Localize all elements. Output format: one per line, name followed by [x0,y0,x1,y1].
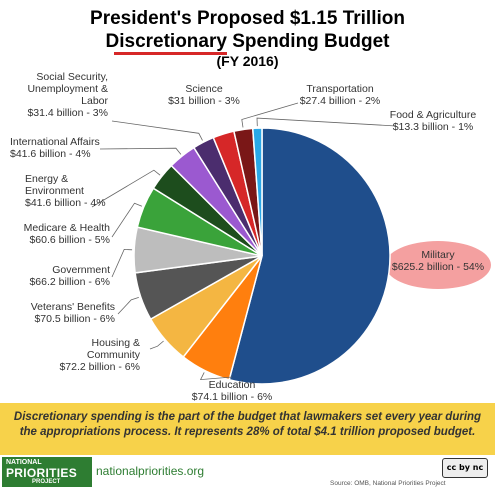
chart-title-line1: President's Proposed $1.15 Trillion [90,8,405,29]
npp-logo[interactable]: NATIONAL PRIORITIES PROJECT [2,457,92,487]
site-link[interactable]: nationalpriorities.org [96,464,205,478]
title-red-underline [114,52,227,55]
leader-line [111,120,203,141]
note-line2: the appropriations process. It represent… [19,426,476,438]
chart-title-line2: Discretionary Spending Budget [0,31,495,53]
slice-label: Military $625.2 billion - 54% [392,249,484,273]
leader-line [241,102,299,128]
cc-license-icon: cc by nc [442,458,488,478]
pie-slice-food-agriculture [251,127,263,257]
slice-label: Veterans' Benefits $70.5 billion - 6% [31,301,115,325]
leader-line [256,117,397,127]
slice-label: Social Security, Unemployment & Labor $31.4… [27,71,108,119]
military-highlight [385,241,491,289]
source-note: Source: OMB, National Priorities Project [330,480,446,487]
leader-line [117,297,139,315]
leader-line [91,169,161,208]
pie-chart: Military $625.2 billion - 54% Education $74… [10,71,491,403]
leader-line [199,372,233,381]
slice-label: International Affairs $41.6 billion - 4% [10,136,100,160]
leader-line [111,248,133,278]
title-line2-rest: Spending Budget [226,31,390,52]
leader-line [149,340,164,350]
logo-line3: PROJECT [32,479,61,485]
slice-label: Medicare & Health $60.6 billion - 5% [24,222,111,246]
pie-slice-military [228,127,391,385]
leader-line [99,147,182,155]
slice-label: Food & Agriculture $13.3 billion - 1% [390,109,477,133]
explanation-banner: Discretionary spending is the part of th… [0,403,495,455]
slice-label: Education $74.1 billion - 6% [192,379,273,403]
footer: NATIONAL PRIORITIES PROJECT nationalprio… [0,455,495,489]
logo-line1: NATIONAL [6,459,42,466]
slice-label: Transportation $27.4 billion - 2% [300,83,381,107]
slice-label: Government $66.2 billion - 6% [29,264,110,288]
leader-line [111,202,143,238]
slice-label: Science $31 billion - 3% [168,83,240,107]
slice-label: Housing & Community $72.2 billion - 6% [59,337,140,373]
slice-label: Energy & Environment $41.6 billion - 4% [25,173,106,209]
logo-line2: PRIORITIES [6,466,78,480]
chart-subtitle: (FY 2016) [216,53,279,69]
title-underlined-word: Discretionary [105,31,227,52]
note-line1: Discretionary spending is the part of th… [13,411,482,423]
